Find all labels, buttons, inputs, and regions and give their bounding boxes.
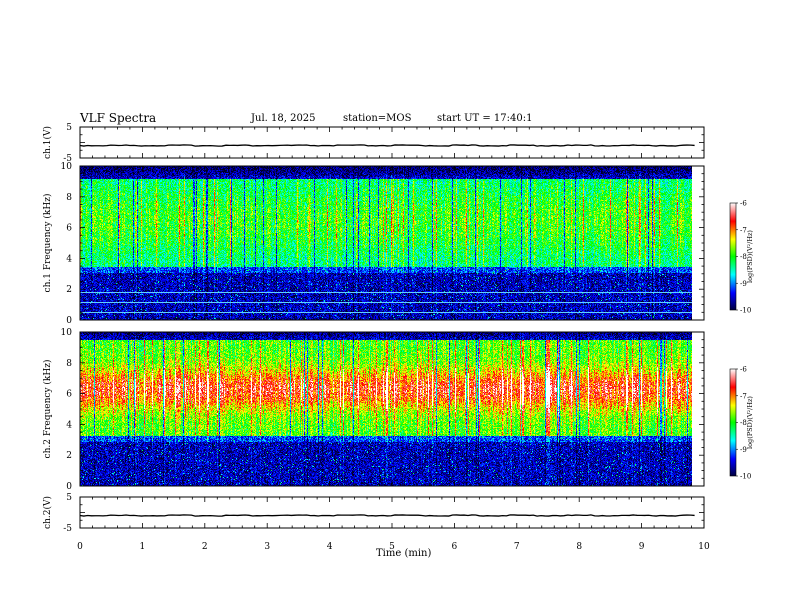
- ch1-spectrogram-colorbar: [729, 202, 737, 311]
- x-tick-label: 9: [639, 542, 645, 552]
- x-tick-label: 10: [698, 542, 710, 552]
- ch1-spectrogram-ytick-label: 0: [66, 316, 72, 326]
- ch2-spectrogram-colorbar: [729, 368, 737, 477]
- x-tick-label: 7: [514, 542, 520, 552]
- ch1-spectrogram-ytick-label: 4: [66, 254, 72, 264]
- ch1-spectrogram-frame: [79, 165, 705, 321]
- ch2-spectrogram-ytick-label: 8: [66, 359, 72, 369]
- x-tick-label: 2: [202, 542, 208, 552]
- ch1-spectrogram-ytick-label: 6: [66, 224, 72, 234]
- date-label: Jul. 18, 2025: [251, 113, 316, 124]
- ch2-spectrogram-ytick-label: 6: [66, 390, 72, 400]
- ch1-spectrogram-colorbar-tick-label: -7: [740, 226, 747, 234]
- x-tick-label: 3: [264, 542, 270, 552]
- ch1-spectrogram-ytick-label: 10: [61, 162, 73, 172]
- x-tick-label: 1: [140, 542, 146, 552]
- x-tick-label: 8: [576, 542, 582, 552]
- station-label: station=MOS: [343, 113, 412, 124]
- ch2-spectrogram-ytick-label: 10: [61, 328, 73, 338]
- x-tick-label: 4: [327, 542, 333, 552]
- ch1-spectrogram-colorbar-tick-label: -9: [740, 280, 747, 288]
- ch1-spectrogram-colorbar-label: log(PSD)(V²/Hz): [746, 230, 754, 283]
- ch2-spectrogram-colorbar-label: log(PSD)(V²/Hz): [746, 396, 754, 449]
- ch2-waveform-ytick-label: 5: [66, 493, 72, 503]
- figure-title: VLF Spectra: [80, 111, 157, 125]
- ch2-waveform-ytick-label: -5: [63, 524, 72, 534]
- x-axis-label: Time (min): [376, 548, 432, 559]
- x-tick-label: 6: [452, 542, 458, 552]
- ch1-waveform-ytick-label: -5: [63, 154, 72, 164]
- ch2-spectrogram-colorbar-tick-label: -9: [740, 446, 747, 454]
- ch2-spectrogram-frame: [79, 331, 705, 487]
- ch2-spectrogram-image: [80, 332, 692, 486]
- ch2-spectrogram-colorbar-tick-label: -8: [740, 419, 747, 427]
- ch2-spectrogram-colorbar-tick-label: -7: [740, 392, 747, 400]
- ch2-waveform-ylabel: ch.2(V): [42, 496, 53, 529]
- ch2-spectrogram-ytick-label: 4: [66, 420, 72, 430]
- start-ut-label: start UT = 17:40:1: [437, 113, 533, 124]
- ch1-spectrogram-ytick-label: 8: [66, 193, 72, 203]
- ch2-spectrogram-ytick-label: 0: [66, 482, 72, 492]
- ch1-spectrogram-colorbar-tick-label: -10: [740, 307, 751, 315]
- ch1-spectrogram-ylabel-channel: ch.1 Frequency (kHz): [42, 194, 53, 293]
- ch1-waveform-ytick-label: 5: [66, 123, 72, 133]
- ch1-spectrogram-ytick-label: 2: [66, 285, 72, 295]
- ch1-spectrogram-image: [80, 166, 692, 320]
- ch1-waveform-ylabel: ch.1(V): [42, 126, 53, 159]
- ch2-waveform-trace: [79, 514, 695, 517]
- ch2-spectrogram-colorbar-tick-label: -6: [740, 366, 747, 374]
- ch1-spectrogram-colorbar-tick-label: -8: [740, 253, 747, 261]
- x-tick-label: 5: [389, 542, 395, 552]
- ch1-waveform-trace: [79, 144, 695, 147]
- ch1-spectrogram-colorbar-tick-label: -6: [740, 200, 747, 208]
- x-tick-label: 0: [77, 542, 83, 552]
- ch2-spectrogram-ytick-label: 2: [66, 451, 72, 461]
- ch2-spectrogram-ylabel-channel: ch.2 Frequency (kHz): [42, 360, 53, 459]
- ch2-spectrogram-colorbar-tick-label: -10: [740, 473, 751, 481]
